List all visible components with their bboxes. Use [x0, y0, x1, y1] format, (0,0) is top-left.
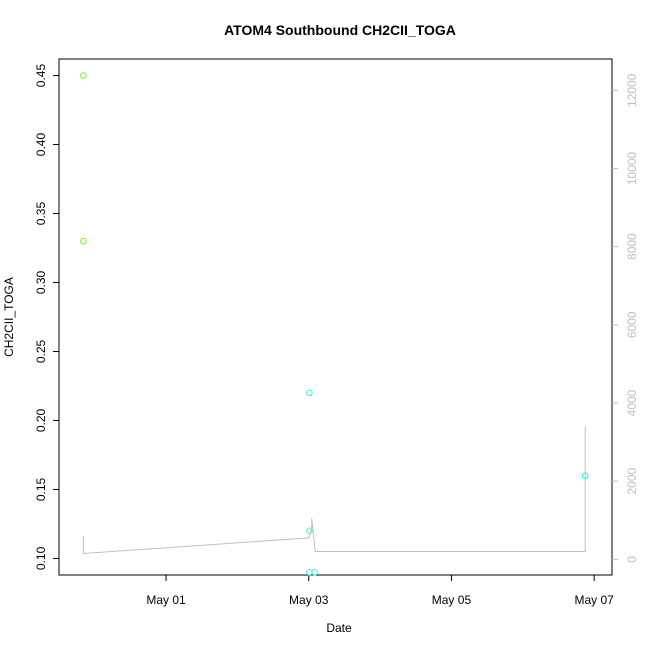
x-tick-label: May 05 — [432, 593, 472, 607]
y-axis-label: CH2CII_TOGA — [2, 277, 16, 357]
y-axis: 0.10 0.15 0.20 0.25 0.30 0.35 0.40 0.45 — [34, 64, 59, 570]
y2-tick-label: 2000 — [625, 468, 639, 495]
data-point — [306, 389, 313, 397]
y-tick-label: 0.40 — [34, 133, 48, 157]
data-point — [311, 568, 318, 576]
chart-title: ATOM4 Southbound CH2CII_TOGA — [224, 22, 456, 38]
y2-tick-label: 6000 — [625, 311, 639, 338]
y-tick-label: 0.45 — [34, 64, 48, 88]
x-tick-label: May 03 — [289, 593, 329, 607]
series-line — [82, 426, 586, 555]
data-point — [306, 568, 313, 576]
y-tick-label: 0.10 — [34, 546, 48, 570]
data-point — [80, 237, 87, 245]
y-tick-label: 0.35 — [34, 202, 48, 226]
y2-tick-label: 0 — [625, 556, 639, 563]
x-axis-label: Date — [326, 621, 352, 635]
data-point — [80, 72, 87, 79]
y2-axis: 0 2000 4000 6000 8000 10000 12000 — [612, 73, 639, 563]
y-tick-label: 0.30 — [34, 271, 48, 295]
x-axis: May 01 May 03 May 05 May 07 — [146, 575, 614, 607]
point-layer — [80, 72, 589, 576]
y2-tick-label: 10000 — [625, 151, 639, 185]
line-layer — [82, 426, 586, 555]
y-tick-label: 0.15 — [34, 477, 48, 501]
x-tick-label: May 01 — [146, 593, 186, 607]
y2-tick-label: 8000 — [625, 233, 639, 260]
y-tick-label: 0.25 — [34, 339, 48, 363]
x-tick-label: May 07 — [574, 593, 614, 607]
y2-tick-label: 4000 — [625, 389, 639, 416]
plot-frame — [58, 58, 613, 576]
data-point — [581, 472, 589, 479]
y2-tick-label: 12000 — [625, 73, 639, 107]
data-point — [306, 527, 313, 535]
y-tick-label: 0.20 — [34, 408, 48, 432]
